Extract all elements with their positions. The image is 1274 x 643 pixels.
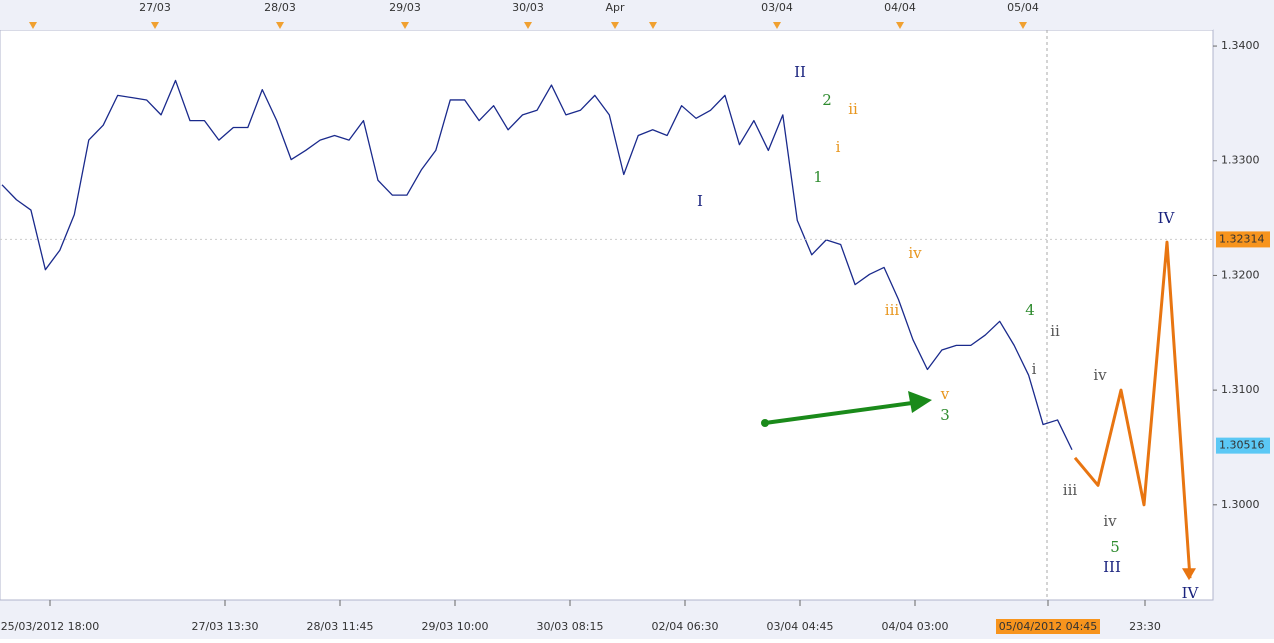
- x-tick-label: 28/03 11:45: [307, 620, 374, 633]
- wave-label: III: [1103, 558, 1121, 576]
- wave-label: i: [836, 138, 841, 156]
- top-axis-marker: [276, 22, 284, 29]
- wave-label: 5: [1110, 538, 1120, 556]
- wave-label: iv: [1103, 512, 1117, 530]
- price-line: [1073, 240, 1192, 579]
- current-time-tag: [996, 619, 1100, 634]
- y-tick-label: 1.3200: [1221, 268, 1260, 281]
- wave-label: 1: [813, 168, 823, 186]
- top-axis-label: 04/04: [884, 1, 916, 14]
- wave-label: 3: [940, 406, 950, 424]
- x-tick-label: 23:30: [1129, 620, 1161, 633]
- top-axis-label: 30/03: [512, 1, 544, 14]
- trend-arrow: [761, 391, 932, 427]
- x-tick-label: 04/04 03:00: [882, 620, 949, 633]
- wave-label: I: [697, 192, 703, 210]
- y-tick-label: 1.3400: [1221, 39, 1260, 52]
- top-axis-marker: [401, 22, 409, 29]
- wave-label: iv: [1093, 366, 1107, 384]
- top-axis-marker: [773, 22, 781, 29]
- wave-label: 4: [1025, 301, 1035, 319]
- x-tick-label: 05/04/2012 04:45: [999, 620, 1098, 633]
- plot-area: [0, 29, 1214, 601]
- top-axis-label: 03/04: [761, 1, 793, 14]
- wave-label: IV: [1182, 584, 1200, 602]
- arrow-tail: [761, 419, 769, 427]
- top-axis-label: 28/03: [264, 1, 296, 14]
- top-axis-label: Apr: [605, 1, 625, 14]
- wave-label: ii: [848, 100, 858, 118]
- wave-label: iv: [908, 244, 922, 262]
- wave-label: II: [794, 63, 806, 81]
- wave-label: iii: [885, 301, 900, 319]
- top-axis-label: 29/03: [389, 1, 421, 14]
- x-tick-label: 30/03 08:15: [537, 620, 604, 633]
- top-axis-label: 27/03: [139, 1, 171, 14]
- wave-label: iii: [1063, 481, 1078, 499]
- wave-label: IV: [1158, 209, 1176, 227]
- x-tick-label: 03/04 04:45: [767, 620, 834, 633]
- price-tag-label: 1.30516: [1219, 439, 1265, 452]
- price-line: [1, 79, 1073, 451]
- top-axis-marker: [29, 22, 37, 29]
- x-tick-label: 29/03 10:00: [422, 620, 489, 633]
- x-tick-label: 25/03/2012 18:00: [1, 620, 100, 633]
- x-tick-label: 02/04 06:30: [652, 620, 719, 633]
- top-axis-marker: [151, 22, 159, 29]
- top-axis-marker: [524, 22, 532, 29]
- wave-label: 2: [822, 91, 832, 109]
- price-tag-label: 1.32314: [1219, 232, 1265, 245]
- top-axis-marker: [1019, 22, 1027, 29]
- price-tag: [1216, 231, 1270, 248]
- y-tick-label: 1.3300: [1221, 154, 1260, 167]
- projection-arrowhead: [1182, 568, 1196, 581]
- top-axis-label: 05/04: [1007, 1, 1039, 14]
- top-axis: [0, 0, 1213, 30]
- top-axis-marker: [649, 22, 657, 29]
- arrow-shaft: [764, 401, 913, 425]
- price-tag: [1216, 437, 1270, 454]
- arrow-head: [908, 391, 932, 413]
- top-axis-marker: [896, 22, 904, 29]
- y-tick-label: 1.3000: [1221, 498, 1260, 511]
- wave-label: v: [940, 385, 950, 403]
- top-axis-marker: [611, 22, 619, 29]
- x-tick-label: 27/03 13:30: [192, 620, 259, 633]
- wave-label: ii: [1050, 322, 1060, 340]
- wave-label: i: [1032, 360, 1037, 378]
- y-tick-label: 1.3100: [1221, 383, 1260, 396]
